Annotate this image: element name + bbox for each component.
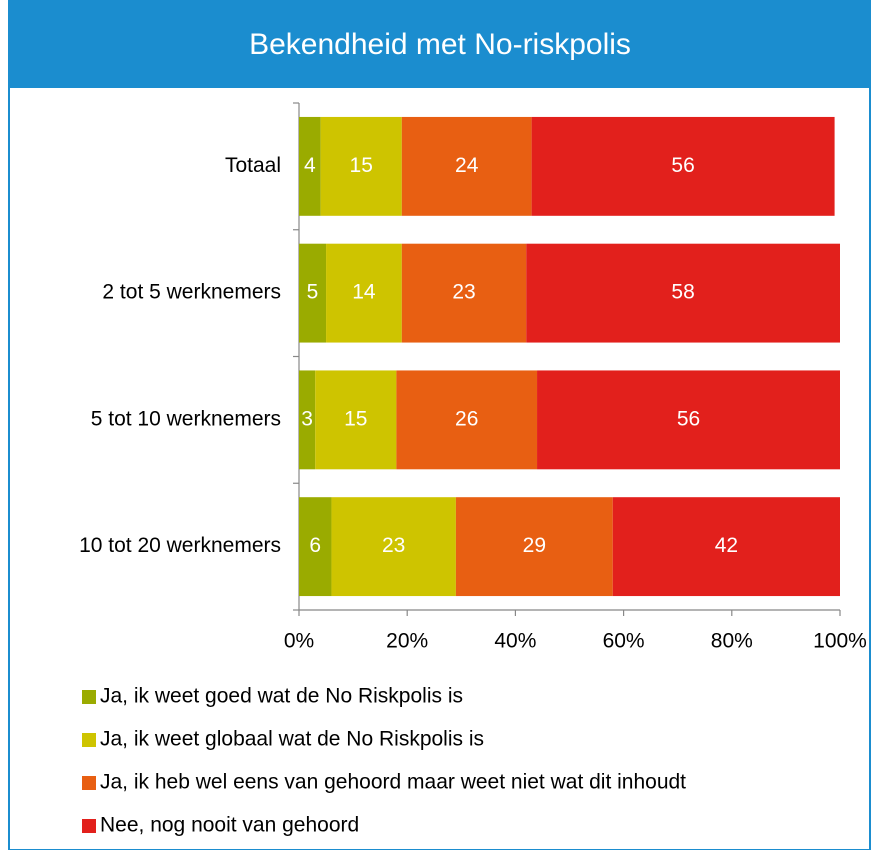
- x-tick-label: 60%: [603, 630, 645, 653]
- legend-swatch: [82, 690, 96, 704]
- x-tick-label: 20%: [386, 630, 428, 653]
- bar-segment: [455, 497, 613, 597]
- data-label: 14: [352, 281, 376, 304]
- bar-segment: [299, 243, 327, 343]
- legend-swatch: [82, 733, 96, 747]
- bar-segment: [526, 243, 840, 343]
- legend-label: Ja, ik weet globaal wat de No Riskpolis …: [100, 728, 484, 751]
- data-label: 23: [452, 281, 475, 304]
- bar-segment: [326, 243, 402, 343]
- x-tick-label: 80%: [711, 630, 753, 653]
- data-label: 58: [671, 281, 694, 304]
- data-label: 15: [350, 154, 373, 177]
- x-tick-label: 100%: [813, 630, 867, 653]
- data-label: 5: [307, 281, 319, 304]
- bar-segment: [612, 497, 840, 597]
- bar-segment: [299, 116, 321, 216]
- data-label: 24: [455, 154, 479, 177]
- data-label: 42: [715, 534, 738, 557]
- data-label: 15: [344, 407, 367, 430]
- legend-label: Ja, ik heb wel eens van gehoord maar wee…: [100, 771, 686, 794]
- bar-segment: [299, 370, 316, 470]
- y-tick-label: 5 tot 10 werknemers: [91, 407, 281, 430]
- legend-label: Nee, nog nooit van gehoord: [100, 814, 359, 837]
- y-tick-label: 2 tot 5 werknemers: [102, 281, 281, 304]
- data-label: 23: [382, 534, 405, 557]
- legend-swatch: [82, 819, 96, 833]
- chart-title: Bekendheid met No-riskpolis: [249, 28, 631, 61]
- bar-segment: [531, 116, 835, 216]
- x-tick-label: 0%: [284, 630, 314, 653]
- bar-segment: [299, 497, 332, 597]
- data-label: 56: [677, 407, 700, 430]
- bar-segment: [331, 497, 456, 597]
- y-tick-label: Totaal: [225, 154, 281, 177]
- data-label: 29: [523, 534, 546, 557]
- bar-segment: [537, 370, 840, 470]
- title-bar: [8, 0, 871, 88]
- bar-segment: [396, 370, 538, 470]
- data-label: 26: [455, 407, 478, 430]
- data-label: 4: [304, 154, 316, 177]
- data-label: 56: [671, 154, 694, 177]
- data-label: 6: [309, 534, 321, 557]
- x-tick-label: 40%: [494, 630, 536, 653]
- bar-segment: [320, 116, 402, 216]
- y-tick-label: 10 tot 20 werknemers: [79, 534, 281, 557]
- legend-swatch: [82, 776, 96, 790]
- data-label: 3: [301, 407, 313, 430]
- legend-label: Ja, ik weet goed wat de No Riskpolis is: [100, 685, 463, 708]
- bar-segment: [401, 116, 532, 216]
- bar-segment: [401, 243, 527, 343]
- bar-segment: [315, 370, 397, 470]
